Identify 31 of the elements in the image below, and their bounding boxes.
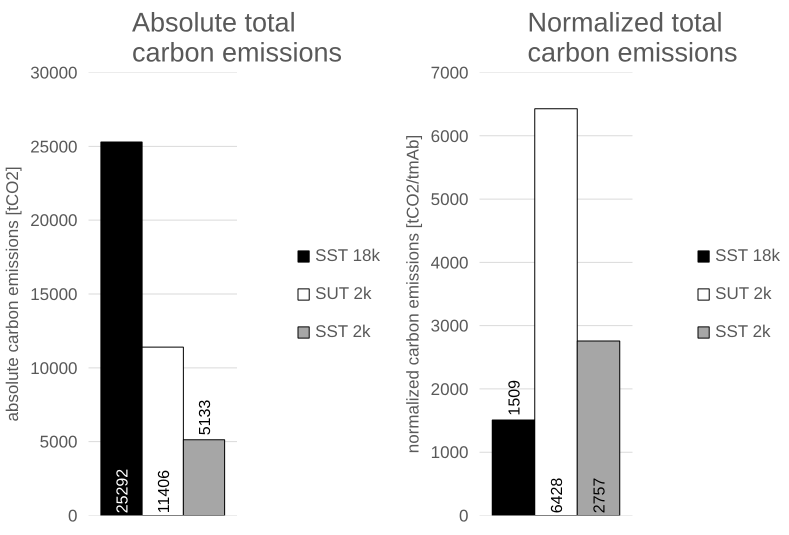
y-tick-label: 30000	[30, 64, 78, 82]
y-tick-label: 5000	[40, 432, 78, 452]
data-label: 6428	[549, 478, 566, 514]
y-tick-label: 2000	[430, 380, 469, 399]
y-tick-label: 1000	[430, 443, 469, 462]
data-label: 25292	[114, 468, 132, 514]
y-tick-label: 15000	[30, 285, 78, 304]
y-tick-label: 6000	[430, 126, 469, 146]
y-tick-label: 20000	[30, 211, 78, 230]
data-label: 1509	[506, 380, 524, 416]
chart-title: Absolute total carbon emissions	[132, 8, 342, 68]
data-label: 11406	[156, 470, 173, 514]
legend-label: SUT 2k	[315, 284, 372, 304]
y-tick-label: 5000	[430, 190, 469, 210]
y-axis-title: absolute carbon emissions [tCO2]	[3, 166, 22, 422]
y-axis-title: normalized carbon emissions [tCO2/tmAb]	[404, 134, 423, 454]
legend-label: SST 18k	[715, 246, 780, 266]
y-tick-label: 0	[459, 506, 469, 526]
legend-label: SST 18k	[315, 246, 380, 266]
y-tick-label: 10000	[30, 358, 78, 378]
legend-label: SUT 2k	[715, 284, 772, 304]
data-label: 2757	[592, 478, 608, 514]
y-tick-label: 7000	[430, 64, 469, 82]
y-tick-label: 25000	[30, 137, 78, 156]
y-tick-label: 4000	[430, 253, 469, 272]
y-tick-label: 3000	[430, 316, 469, 336]
y-tick-label: 0	[68, 506, 78, 526]
chart-title: Normalized total carbon emissions	[527, 8, 738, 68]
legend-label: SST 2k	[315, 322, 371, 342]
legend-label: SST 2k	[715, 322, 771, 342]
data-label: 5133	[197, 400, 214, 436]
